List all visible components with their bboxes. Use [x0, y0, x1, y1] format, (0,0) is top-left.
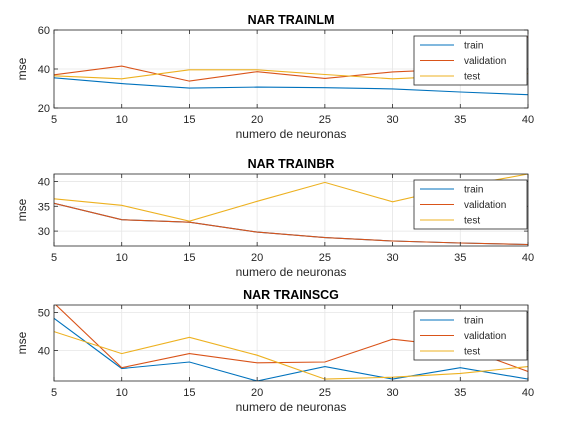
x-tick-label: 10: [116, 114, 128, 126]
series-line-train: [54, 317, 528, 381]
series-line-validation: [54, 202, 528, 246]
legend: train validation test: [413, 35, 528, 86]
y-axis-label: mse: [15, 57, 29, 80]
x-tick-label: 35: [454, 387, 466, 399]
x-tick-label: 5: [51, 387, 57, 399]
legend-box: [413, 179, 528, 230]
chart-title: NAR TRAINBR: [248, 157, 335, 171]
legend-label-test: test: [464, 216, 480, 227]
x-tick-label: 20: [251, 387, 263, 399]
x-tick-label: 35: [454, 114, 466, 126]
legend-label-validation: validation: [464, 56, 506, 67]
x-tick-label: 25: [319, 114, 331, 126]
subplot-3: 5 10 15 20 25 30 35 40 40 50 NAR TRAINSCG numero de…: [15, 288, 534, 414]
legend-label-train: train: [464, 316, 483, 327]
x-tick-label: 10: [116, 252, 128, 264]
x-tick-label: 15: [183, 387, 195, 399]
y-tick-label: 30: [38, 226, 50, 238]
x-tick-label: 25: [319, 387, 331, 399]
axes-box: [53, 304, 529, 382]
legend-label-test: test: [464, 347, 480, 358]
x-tick-label: 20: [251, 114, 263, 126]
y-axis-label: mse: [15, 198, 29, 221]
x-tick-label: 40: [522, 114, 534, 126]
x-tick-label: 20: [251, 252, 263, 264]
legend-label-validation: validation: [464, 200, 506, 211]
y-tick-label: 60: [38, 25, 50, 37]
legend-label-test: test: [464, 72, 480, 83]
y-tick-label: 20: [38, 103, 50, 115]
x-tick-label: 5: [51, 114, 57, 126]
x-tick-label: 10: [116, 387, 128, 399]
x-tick-label: 15: [183, 114, 195, 126]
x-axis-label: numero de neuronas: [236, 400, 347, 414]
subplot-1: 5 10 15 20 25 30 35 40 20 40 60 NAR TRAINLM numero d…: [15, 13, 534, 141]
legend: train validation test: [413, 179, 528, 230]
chart-title: NAR TRAINLM: [248, 13, 335, 27]
legend-label-train: train: [464, 41, 483, 52]
series-line-test: [54, 331, 528, 380]
y-axis-label: mse: [15, 331, 29, 354]
y-tick-label: 40: [38, 346, 50, 358]
legend-label-train: train: [464, 185, 483, 196]
legend-label-validation: validation: [464, 331, 506, 342]
y-tick-label: 50: [38, 308, 50, 320]
legend: train validation test: [413, 310, 528, 361]
x-tick-label: 30: [386, 387, 398, 399]
x-tick-label: 35: [454, 252, 466, 264]
x-tick-label: 30: [386, 252, 398, 264]
x-tick-label: 40: [522, 387, 534, 399]
subplot-2: 5 10 15 20 25 30 35 40 30 35 40 NAR TRAINBR numero d…: [15, 157, 534, 279]
chart-title: NAR TRAINSCG: [243, 288, 339, 302]
y-tick-label: 40: [38, 176, 50, 188]
axes-box: [53, 173, 529, 247]
x-tick-label: 5: [51, 252, 57, 264]
x-tick-label: 40: [522, 252, 534, 264]
x-axis-label: numero de neuronas: [236, 127, 347, 141]
x-tick-label: 25: [319, 252, 331, 264]
x-tick-label: 30: [386, 114, 398, 126]
y-tick-label: 40: [38, 64, 50, 76]
y-tick-label: 35: [38, 201, 50, 213]
series-line-train: [54, 77, 528, 96]
x-axis-label: numero de neuronas: [236, 265, 347, 279]
x-tick-label: 15: [183, 252, 195, 264]
